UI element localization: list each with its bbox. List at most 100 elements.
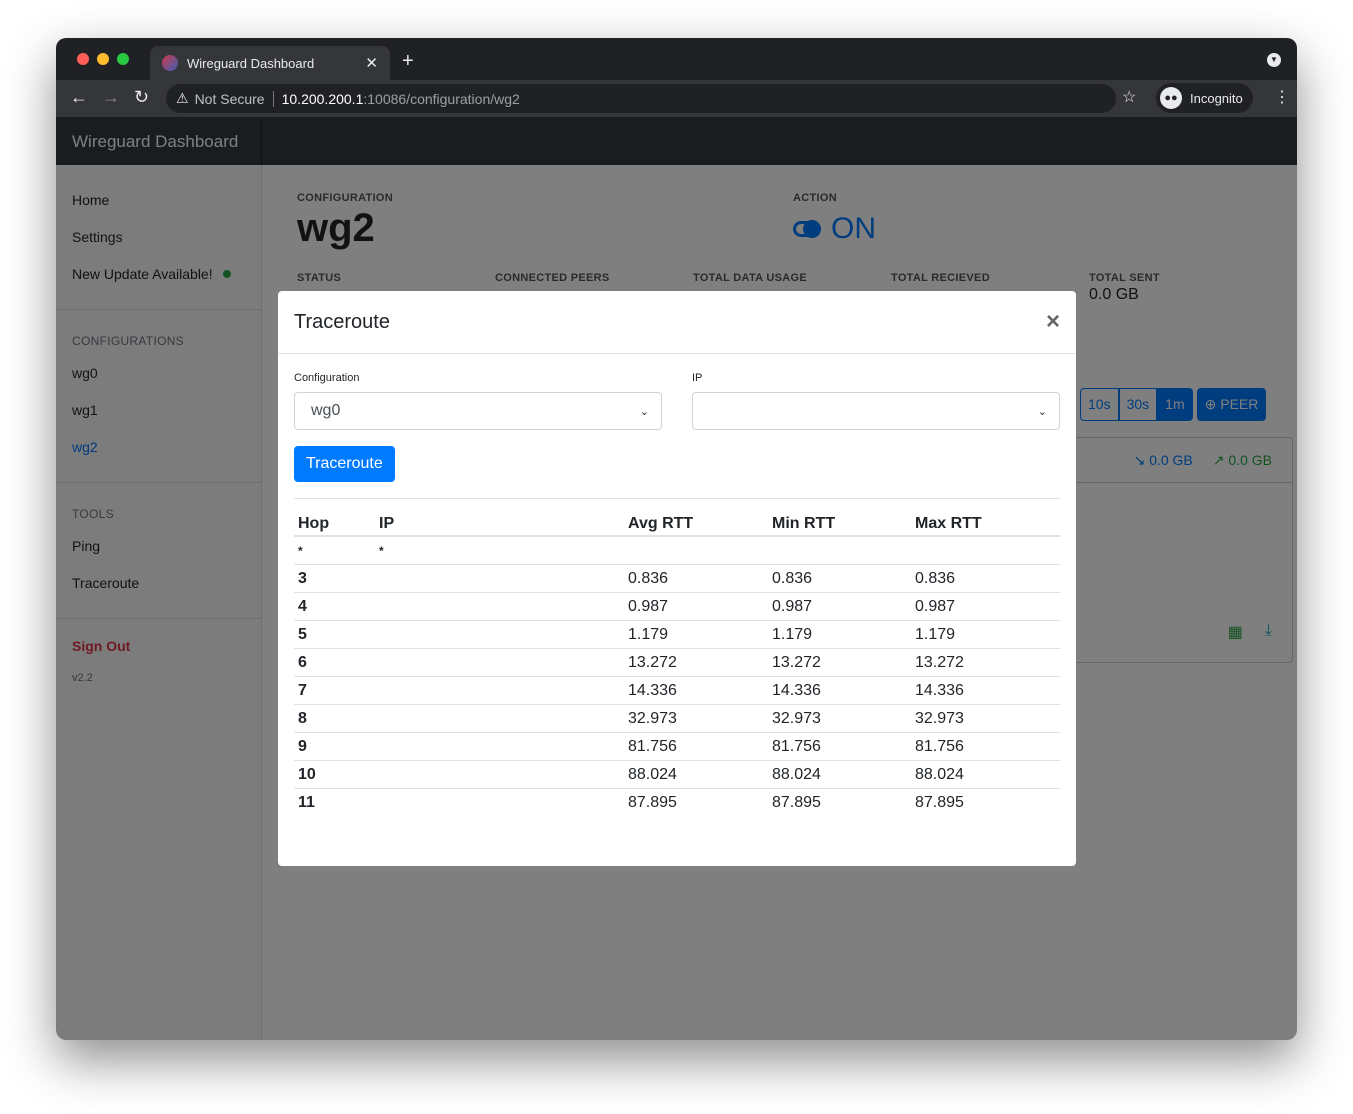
table-row: 10 88.024 88.024 88.024 [294, 759, 1060, 788]
table-cell: * [375, 535, 624, 564]
table-cell: 81.756 [911, 731, 1060, 760]
table-cell: 0.836 [768, 563, 911, 592]
minimize-window-button[interactable] [97, 53, 109, 65]
close-window-button[interactable] [77, 53, 89, 65]
table-cell: 14.336 [624, 675, 768, 704]
browser-window: Wireguard Dashboard ✕ + ▼ ← → ↻ ⚠ Not Se… [56, 38, 1297, 1040]
forward-icon[interactable]: → [102, 87, 120, 107]
traceroute-table: Hop IP Avg RTT Min RTT Max RTT * * 3 0.836 0.836… [294, 498, 1060, 816]
address-bar[interactable]: ⚠ Not Secure 10.200.200.1:10086/configur… [166, 84, 1116, 113]
incognito-icon: ●● [1160, 87, 1182, 109]
back-icon[interactable]: ← [70, 87, 88, 107]
chevron-down-icon: ⌄ [1037, 405, 1047, 418]
column-header: Avg RTT [624, 498, 768, 537]
table-cell [911, 535, 1060, 564]
column-header: Hop [294, 498, 375, 537]
table-cell: 32.973 [911, 703, 1060, 732]
table-cell [624, 535, 768, 564]
close-tab-icon[interactable]: ✕ [365, 55, 378, 72]
bookmark-star-icon[interactable]: ☆ [1122, 89, 1137, 106]
table-cell: 9 [294, 731, 375, 760]
table-cell: 7 [294, 675, 375, 704]
table-cell [375, 675, 624, 704]
table-row: 11 87.895 87.895 87.895 [294, 787, 1060, 816]
table-cell: 0.987 [911, 591, 1060, 620]
table-cell [375, 731, 624, 760]
table-cell: 0.836 [911, 563, 1060, 592]
table-cell: 13.272 [911, 647, 1060, 676]
title-bar: Wireguard Dashboard ✕ + ▼ [56, 38, 1297, 80]
table-cell [375, 759, 624, 788]
table-cell: 88.024 [911, 759, 1060, 788]
table-cell: 88.024 [624, 759, 768, 788]
favicon-icon [162, 55, 178, 71]
table-cell: 14.336 [911, 675, 1060, 704]
table-row: 9 81.756 81.756 81.756 [294, 731, 1060, 760]
ip-select[interactable]: ⌄ [692, 392, 1060, 430]
tab-title: Wireguard Dashboard [187, 55, 315, 71]
table-cell: 5 [294, 619, 375, 648]
traceroute-button[interactable]: Traceroute [294, 446, 395, 482]
table-cell: 13.272 [768, 647, 911, 676]
table-cell: 88.024 [768, 759, 911, 788]
table-cell: 0.987 [624, 591, 768, 620]
configuration-value: wg0 [311, 402, 341, 419]
table-cell: 13.272 [624, 647, 768, 676]
table-cell: * [294, 535, 375, 564]
chevron-down-icon: ⌄ [639, 405, 649, 418]
table-cell: 3 [294, 563, 375, 592]
tab-search-icon[interactable]: ▼ [1267, 53, 1281, 67]
table-cell: 0.987 [768, 591, 911, 620]
table-cell [375, 619, 624, 648]
table-cell: 87.895 [624, 787, 768, 816]
modal-title: Traceroute [294, 310, 390, 333]
browser-menu-icon[interactable]: ⋮ [1274, 89, 1290, 106]
profile-label: Incognito [1190, 90, 1243, 106]
table-cell [768, 535, 911, 564]
table-row: 6 13.272 13.272 13.272 [294, 647, 1060, 676]
table-cell: 10 [294, 759, 375, 788]
table-cell: 0.836 [624, 563, 768, 592]
table-row: 5 1.179 1.179 1.179 [294, 619, 1060, 648]
table-row: 8 32.973 32.973 32.973 [294, 703, 1060, 732]
table-cell: 32.973 [768, 703, 911, 732]
column-header: IP [375, 498, 624, 537]
new-tab-icon[interactable]: + [402, 50, 414, 72]
table-cell [375, 787, 624, 816]
browser-toolbar: ← → ↻ ⚠ Not Secure 10.200.200.1:10086/co… [56, 80, 1297, 117]
table-row: 7 14.336 14.336 14.336 [294, 675, 1060, 704]
url-path: :10086/configuration/wg2 [363, 90, 520, 107]
table-row: 3 0.836 0.836 0.836 [294, 563, 1060, 592]
incognito-badge[interactable]: ●● Incognito [1156, 83, 1253, 113]
table-cell: 1.179 [624, 619, 768, 648]
table-row: * * [294, 535, 1060, 564]
table-cell: 1.179 [768, 619, 911, 648]
table-cell: 8 [294, 703, 375, 732]
traceroute-modal: Traceroute × Configuration wg0 ⌄ IP ⌄ Trac… [278, 291, 1076, 866]
table-cell: 81.756 [624, 731, 768, 760]
table-cell [375, 591, 624, 620]
warning-icon: ⚠ [176, 90, 189, 106]
column-header: Min RTT [768, 498, 911, 537]
not-secure-label: Not Secure [195, 90, 274, 107]
column-header: Max RTT [911, 498, 1060, 537]
browser-tab[interactable]: Wireguard Dashboard ✕ [150, 46, 390, 80]
table-cell: 4 [294, 591, 375, 620]
table-cell [375, 647, 624, 676]
table-cell: 87.895 [768, 787, 911, 816]
table-cell: 1.179 [911, 619, 1060, 648]
table-cell [375, 563, 624, 592]
table-cell [375, 703, 624, 732]
close-icon[interactable]: × [1045, 308, 1060, 335]
table-cell: 11 [294, 787, 375, 816]
configuration-select[interactable]: wg0 ⌄ [294, 392, 662, 430]
table-cell: 32.973 [624, 703, 768, 732]
reload-icon[interactable]: ↻ [134, 87, 150, 107]
maximize-window-button[interactable] [117, 53, 129, 65]
table-row: 4 0.987 0.987 0.987 [294, 591, 1060, 620]
table-cell: 81.756 [768, 731, 911, 760]
table-cell: 87.895 [911, 787, 1060, 816]
configuration-field-label: Configuration [294, 372, 360, 384]
table-cell: 6 [294, 647, 375, 676]
table-cell: 14.336 [768, 675, 911, 704]
